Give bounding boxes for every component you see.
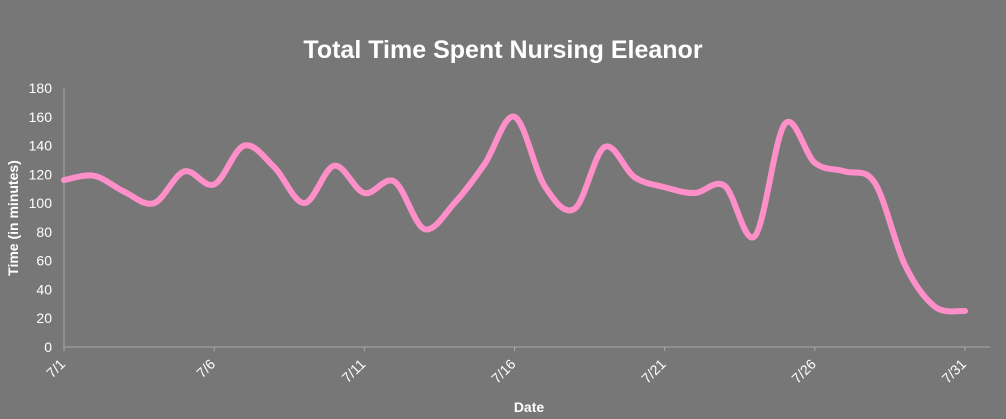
axes — [64, 88, 990, 347]
y-tick-label: 80 — [36, 224, 52, 240]
x-tick-label: 7/6 — [193, 356, 218, 381]
x-tick-label: 7/21 — [638, 356, 669, 387]
y-axis-label: Time (in minutes) — [5, 160, 21, 276]
x-tick-labels: 7/1 7/6 7/11 7/16 7/21 7/26 7/31 — [43, 347, 969, 386]
y-tick-label: 40 — [36, 281, 52, 297]
x-tick-label: 7/26 — [788, 356, 819, 387]
series-group — [64, 117, 965, 312]
x-tick-label: 7/1 — [43, 356, 68, 381]
x-axis-label: Date — [514, 399, 545, 414]
y-tick-label: 160 — [29, 109, 53, 125]
y-tick-label: 120 — [29, 166, 53, 182]
y-tick-label: 140 — [29, 138, 53, 154]
y-tick-label: 60 — [36, 253, 52, 269]
x-tick-label: 7/11 — [339, 356, 369, 386]
y-tick-labels: 0 20 40 60 80 100 120 140 160 180 — [29, 80, 53, 355]
y-tick-label: 100 — [29, 195, 53, 211]
y-tick-label: 0 — [44, 339, 52, 355]
series-line — [64, 117, 965, 312]
y-tick-label: 180 — [29, 80, 53, 96]
y-tick-label: 20 — [36, 310, 52, 326]
x-tick-label: 7/16 — [488, 356, 519, 387]
chart-title: Total Time Spent Nursing Eleanor — [303, 36, 702, 64]
x-tick-label: 7/31 — [939, 356, 970, 387]
